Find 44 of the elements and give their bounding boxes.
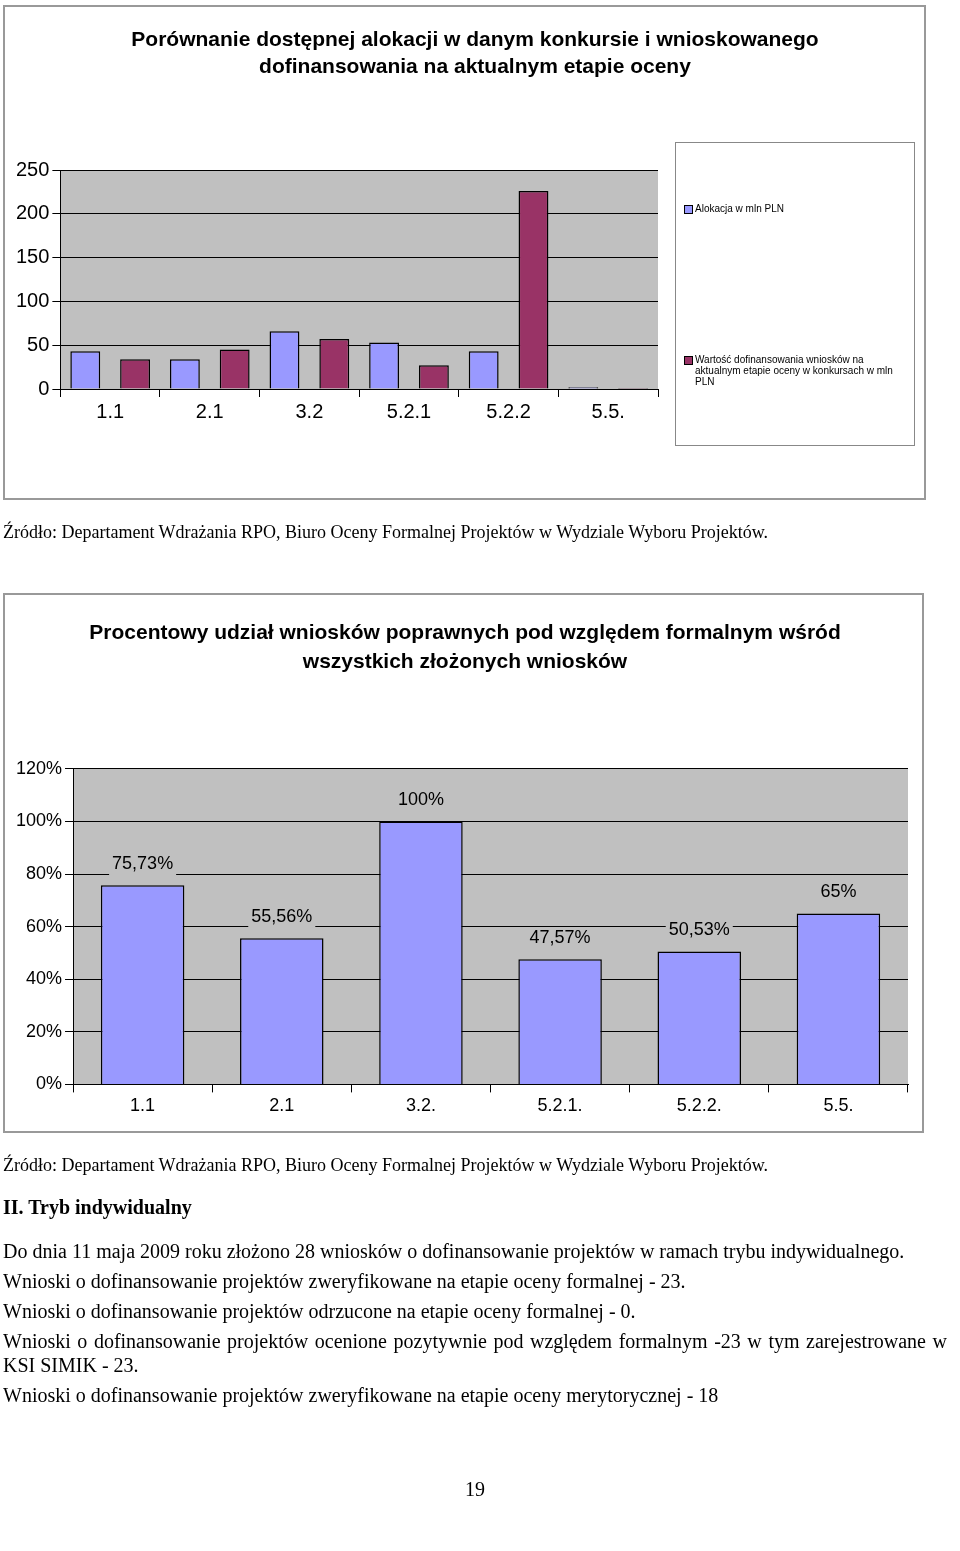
y-tick-label: 20% (26, 1020, 63, 1041)
legend-label: Wartość dofinansowania wniosków na aktualnym etapie oceny w konkursach w mln PLN (695, 354, 894, 387)
x-tick-label: 3.2. (405, 1095, 436, 1116)
legend-label: Alokacja w mln PLN (695, 203, 784, 214)
chart-title: Procentowy udział wniosków poprawnych pod względem formalnym wśród wszystkich złożonych wniosków (88, 619, 842, 674)
x-tick-label: 1.1 (130, 1095, 156, 1116)
data-label: 47,57% (529, 927, 591, 948)
text: 19 (464, 1477, 486, 1501)
text: II. Tryb indywidualny (3, 1195, 193, 1219)
text: Źródło: Departament Wdrażania RPO, Biuro Oceny Formalnej Projektów w Wydziale Wyboru Projektów. (3, 1153, 769, 1177)
x-tick-label: 5.2.2 (486, 399, 531, 422)
text: Wnioski o dofinansowanie projektów zweryfikowane na etapie oceny formalnej - 23. (3, 1269, 687, 1293)
text: Wnioski o dofinansowanie projektów odrzucone na etapie oceny formalnej - 0. (3, 1299, 637, 1323)
x-tick-label: 5.2.1. (537, 1095, 583, 1116)
data-label: 55,56% (251, 906, 313, 927)
y-tick-label: 80% (26, 862, 63, 883)
data-label: 50,53% (668, 919, 730, 940)
y-tick-label: 100% (15, 810, 63, 831)
text: Wnioski o dofinansowanie projektów ocenione pozytywnie pod względem formalnym -23 w tym zarejestrowane w KSI SIMIK - 23. (3, 1329, 947, 1377)
y-tick-label: 60% (26, 915, 63, 936)
x-tick-label: 5.5. (591, 399, 625, 422)
x-tick-label: 1.1 (96, 399, 125, 422)
y-tick-label: 200 (15, 201, 50, 224)
y-tick-label: 150 (15, 245, 50, 268)
x-tick-label: 5.2.1 (386, 399, 432, 422)
data-label: 75,73% (112, 853, 174, 874)
y-tick-label: 0 (38, 376, 50, 399)
data-label: 100% (397, 789, 444, 810)
y-tick-label: 120% (15, 757, 63, 778)
x-tick-label: 3.2 (295, 399, 324, 422)
chart-title: Porównanie dostępnej alokacji w danym konkursie i wnioskowanego dofinansowania na aktualnym etapie oceny (130, 26, 820, 79)
y-tick-label: 250 (15, 157, 50, 180)
data-label: 65% (820, 881, 857, 902)
y-tick-label: 100 (15, 288, 50, 311)
y-tick-label: 0% (36, 1073, 63, 1094)
x-tick-label: 2.1 (195, 399, 224, 422)
x-tick-label: 2.1 (269, 1095, 295, 1116)
y-tick-label: 50 (27, 332, 50, 355)
x-tick-label: 5.2.2. (676, 1095, 722, 1116)
text: Wnioski o dofinansowanie projektów zweryfikowane na etapie oceny merytorycznej - 18 (3, 1383, 720, 1407)
x-tick-label: 5.5. (823, 1095, 854, 1116)
text: Do dnia 11 maja 2009 roku złożono 28 wniosków o dofinansowanie projektów w ramach trybu indywidualnego. (3, 1239, 906, 1263)
y-tick-label: 40% (26, 968, 63, 989)
text: Źródło: Departament Wdrażania RPO, Biuro Oceny Formalnej Projektów w Wydziale Wyboru Projektów. (3, 522, 769, 543)
